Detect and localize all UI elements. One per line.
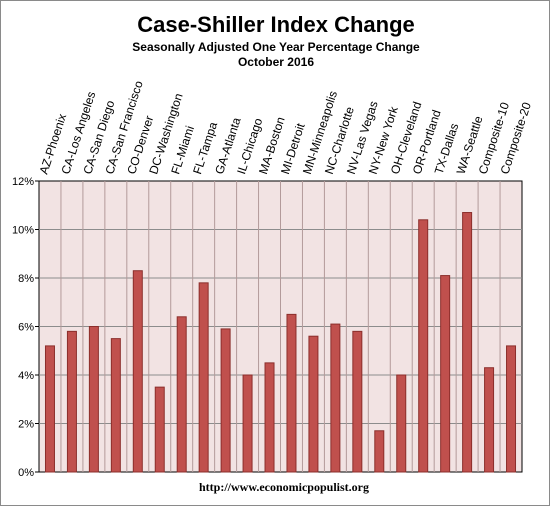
footer-url: http://www.economicpopulist.org bbox=[199, 480, 369, 494]
y-tick-label: 6% bbox=[18, 322, 34, 334]
chart-title: Case-Shiller Index Change bbox=[137, 12, 415, 37]
bars bbox=[44, 212, 517, 473]
bar bbox=[330, 323, 341, 473]
bar bbox=[506, 345, 517, 473]
bar bbox=[264, 362, 275, 473]
bar bbox=[132, 270, 143, 473]
bar bbox=[110, 338, 121, 473]
bar bbox=[396, 374, 407, 473]
y-tick-label: 10% bbox=[12, 225, 34, 237]
chart-subtitle: Seasonally Adjusted One Year Percentage … bbox=[132, 40, 420, 54]
bar bbox=[484, 367, 495, 473]
bar bbox=[176, 316, 187, 473]
bar bbox=[308, 335, 319, 473]
y-tick-label: 0% bbox=[18, 467, 34, 479]
bar bbox=[440, 275, 451, 473]
y-tick-label: 8% bbox=[18, 273, 34, 285]
chart-period: October 2016 bbox=[238, 55, 314, 69]
bar bbox=[374, 430, 385, 473]
bar bbox=[352, 330, 363, 473]
y-tick-label: 12% bbox=[12, 176, 34, 188]
bar bbox=[154, 386, 165, 473]
y-tick-label: 4% bbox=[18, 370, 34, 382]
bar bbox=[286, 313, 297, 473]
bar bbox=[44, 345, 55, 473]
bar bbox=[462, 212, 473, 473]
bar bbox=[88, 326, 99, 473]
bar bbox=[66, 330, 77, 473]
bar bbox=[242, 374, 253, 473]
bar bbox=[220, 328, 231, 473]
y-tick-label: 2% bbox=[18, 419, 34, 431]
bar bbox=[418, 219, 429, 473]
bar bbox=[198, 282, 209, 473]
y-axis-ticks: 0% 2% 4% 6% 8% 10% 12% bbox=[12, 176, 39, 479]
